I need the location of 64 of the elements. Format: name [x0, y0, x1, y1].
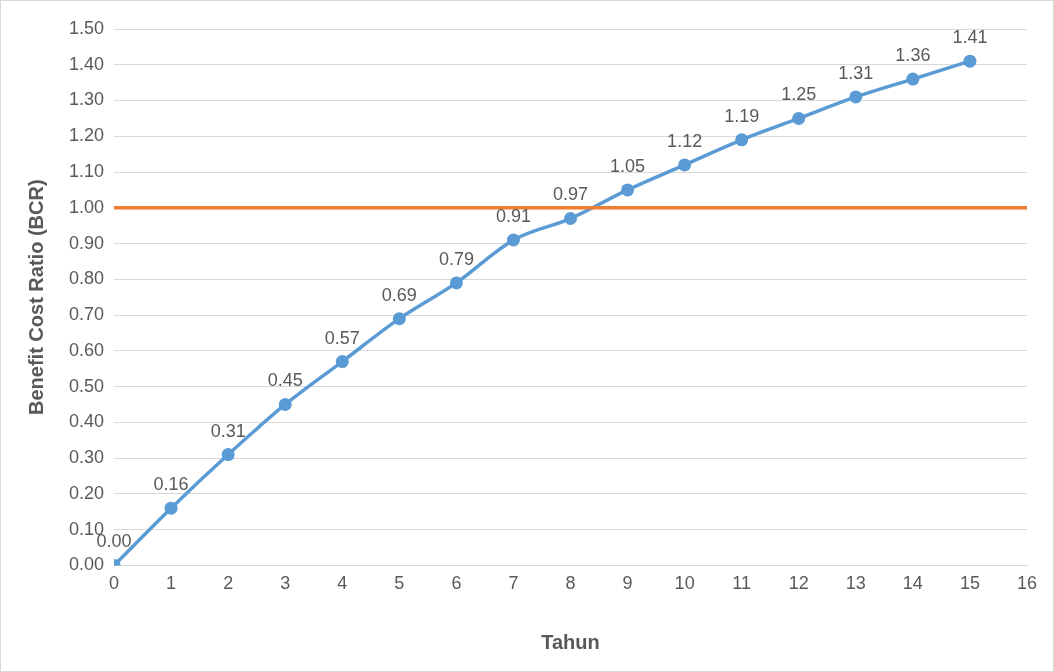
- point: [678, 158, 692, 172]
- x-tick-label: 11: [732, 573, 752, 594]
- point: [506, 233, 520, 247]
- y-tick-label: 1.40: [68, 53, 105, 74]
- x-tick-label: 1: [166, 573, 177, 594]
- x-axis-title: Tahun: [541, 630, 600, 653]
- data-label: 0.69: [381, 284, 417, 305]
- data-label: 0.79: [438, 248, 474, 269]
- y-tick-label: 0.90: [68, 232, 105, 253]
- x-tick-label: 3: [280, 573, 291, 594]
- point: [735, 133, 749, 147]
- data-label: 1.19: [724, 105, 760, 126]
- data-label: 1.05: [610, 155, 646, 176]
- data-label: 0.45: [267, 370, 303, 391]
- x-tick-label: 14: [902, 573, 923, 594]
- data-label: 0.91: [495, 205, 531, 226]
- y-tick-label: 0.50: [68, 375, 105, 396]
- x-tick-label: 5: [394, 573, 405, 594]
- y-tick-label: 0.60: [68, 339, 105, 360]
- x-tick-label: 7: [508, 573, 519, 594]
- data-label: 1.36: [895, 45, 931, 66]
- y-tick-label: 0.40: [68, 411, 105, 432]
- x-tick-label: 12: [788, 573, 809, 594]
- y-axis-title: Benefit Cost Ratio (BCR): [24, 179, 47, 415]
- y-tick-label: 1.00: [68, 196, 105, 217]
- x-tick-label: 0: [109, 573, 120, 594]
- data-label: 1.25: [781, 84, 817, 105]
- point: [621, 183, 635, 197]
- data-label: 0.31: [210, 420, 246, 441]
- data-label: 1.41: [952, 27, 988, 48]
- x-tick-label: 15: [959, 573, 980, 594]
- y-tick-label: 0.80: [68, 268, 105, 289]
- y-tick-label: 0.70: [68, 304, 105, 325]
- data-label: 0.97: [552, 184, 589, 205]
- point: [164, 501, 178, 515]
- data-label: 1.12: [667, 130, 703, 151]
- data-label: 1.31: [838, 62, 874, 83]
- y-tick-label: 1.50: [68, 17, 105, 38]
- y-tick-label: 0.30: [68, 447, 105, 468]
- point: [906, 72, 920, 86]
- y-tick-label: 1.20: [68, 125, 105, 146]
- x-tick-label: 4: [337, 573, 348, 594]
- data-label: 0.57: [324, 327, 360, 348]
- point: [221, 448, 235, 462]
- y-tick-label: 1.30: [68, 89, 105, 110]
- y-tick-label: 0.20: [68, 482, 105, 503]
- x-tick-label: 16: [1016, 573, 1038, 594]
- x-tick-label: 8: [565, 573, 576, 594]
- x-tick-label: 6: [451, 573, 462, 594]
- point: [564, 212, 578, 226]
- point: [278, 397, 292, 411]
- point: [449, 276, 463, 290]
- x-tick-label: 13: [845, 573, 866, 594]
- y-tick-label: 1.10: [68, 161, 105, 182]
- data-label: 0.16: [153, 474, 189, 495]
- point: [335, 355, 349, 369]
- point: [963, 54, 977, 68]
- x-tick-label: 10: [674, 573, 695, 594]
- point: [392, 312, 406, 326]
- point: [849, 90, 863, 104]
- x-tick-label: 2: [223, 573, 234, 594]
- y-tick-label: 0.00: [68, 554, 105, 575]
- x-tick-label: 9: [622, 573, 633, 594]
- point: [792, 111, 806, 125]
